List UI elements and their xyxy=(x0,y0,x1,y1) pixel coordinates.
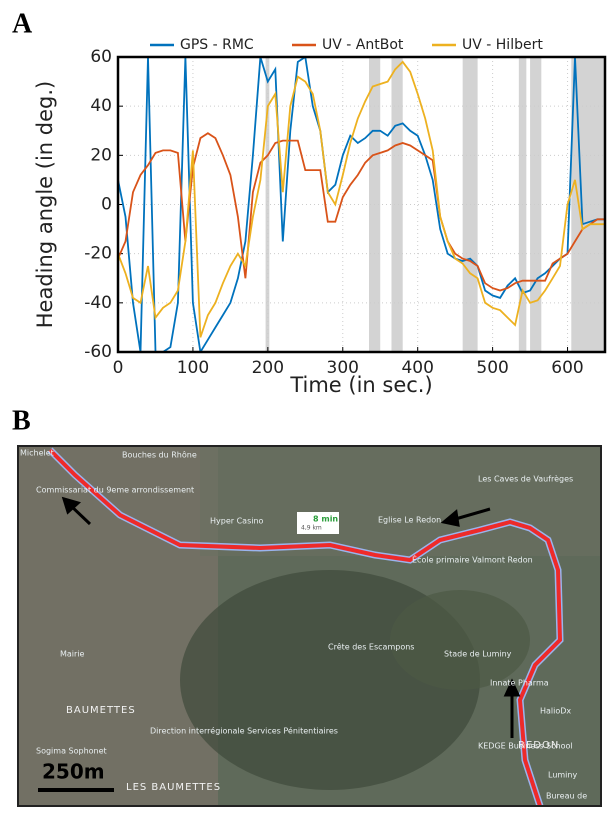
legend-label: UV - AntBot xyxy=(322,37,404,53)
x-tick-label: 100 xyxy=(177,358,209,378)
map-label: KEDGE Business School xyxy=(478,742,573,751)
map-label: Eglise Le Redon xyxy=(378,516,441,525)
x-tick-label: 0 xyxy=(113,358,124,378)
map-label: Luminy xyxy=(548,771,577,780)
map-label: École primaire Valmont Redon xyxy=(412,554,533,565)
map-region: REDON xyxy=(518,740,559,751)
route-time: 8 min xyxy=(313,515,338,524)
series-line xyxy=(118,132,605,292)
map-label: Direction interrégionale Services Pénite… xyxy=(150,726,338,736)
x-tick-label: 500 xyxy=(476,358,508,378)
y-tick-label: 40 xyxy=(90,96,112,116)
map-label: Commissariat du 9eme arrondissement xyxy=(36,486,194,495)
x-tick-label: 300 xyxy=(327,358,359,378)
map-label: Bureau de xyxy=(546,792,587,801)
route-badge xyxy=(297,512,339,534)
map-label: Hyper Casino xyxy=(210,517,264,526)
panel-label: A xyxy=(12,8,33,39)
map-label: HalioDx xyxy=(540,707,571,716)
route-distance: 4,9 km xyxy=(301,525,322,532)
shaded-region xyxy=(391,57,403,352)
map-urban xyxy=(200,446,601,556)
map-label: Stade de Luminy xyxy=(444,650,512,659)
y-tick-label: 20 xyxy=(90,145,112,165)
scale-label: 250m xyxy=(42,760,105,784)
x-tick-label: 200 xyxy=(252,358,284,378)
x-tick-label: 600 xyxy=(551,358,583,378)
map-label: Crête des Escampons xyxy=(328,642,414,652)
map-label: Sogima Sophonet xyxy=(36,747,107,756)
map-region: LES BAUMETTES xyxy=(126,782,221,793)
map-region: BAUMETTES xyxy=(66,705,136,716)
map-label: Innate Pharma xyxy=(490,679,549,688)
y-tick-label: -40 xyxy=(84,293,112,313)
shaded-region xyxy=(265,57,270,352)
panel-label: B xyxy=(12,405,31,436)
legend-label: UV - Hilbert xyxy=(462,37,543,53)
y-tick-label: -20 xyxy=(84,244,112,264)
map-frame xyxy=(17,445,602,807)
y-tick-label: -60 xyxy=(84,342,112,362)
y-tick-label: 0 xyxy=(101,195,112,215)
arrows xyxy=(61,496,521,738)
plot-frame xyxy=(116,55,607,354)
shaded-region xyxy=(530,57,542,352)
map-urban xyxy=(18,446,218,806)
y-tick-label: 60 xyxy=(90,47,112,67)
map-label: Les Caves de Vaufrèges xyxy=(478,474,573,484)
map-label: Bouches du Rhône xyxy=(122,450,197,460)
map-hills xyxy=(390,590,530,690)
scale-bar xyxy=(38,788,114,792)
x-axis-label: Time (in sec.) xyxy=(289,373,432,397)
map-label: Mairie xyxy=(60,650,85,659)
line-chart: 0 100 200 300 400 500 600 -60 -40 -20 0 20 40 60 Time … xyxy=(33,37,607,397)
series-line xyxy=(118,60,605,338)
route xyxy=(48,448,563,807)
x-tick-label: 400 xyxy=(401,358,433,378)
map: 8 min 4,9 km 250m Michelet Bouches du Rhô… xyxy=(17,445,602,808)
legend-label: GPS - RMC xyxy=(180,37,254,53)
y-axis-label: Heading angle (in deg.) xyxy=(33,81,57,328)
map-label: Michelet xyxy=(20,449,54,458)
